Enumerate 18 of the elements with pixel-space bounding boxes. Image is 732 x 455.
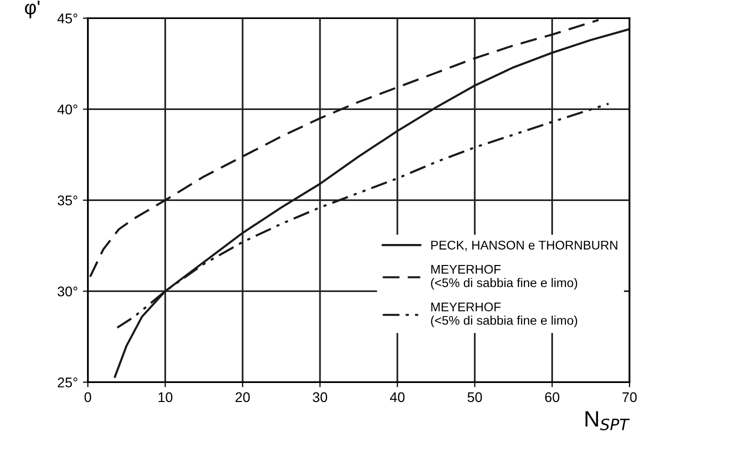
legend-label: PECK, HANSON e THORNBURN	[431, 240, 618, 252]
y-tick-label: 45°	[57, 14, 78, 24]
x-tick-label: 20	[236, 392, 250, 402]
x-tick-label: 40	[390, 392, 405, 402]
x-axis-title: N$_{SPT}$	[586, 411, 630, 430]
x-tick-label: 10	[158, 392, 172, 402]
y-axis-title: φ'	[24, 0, 40, 18]
y-tick-label: 40°	[57, 104, 78, 114]
y-tick-label: 35°	[58, 196, 78, 206]
y-tick-label: 25°	[58, 378, 78, 388]
x-tick-label: 50	[468, 392, 482, 402]
legend-label: MEYERHOF (<5% di sabbia fine e limo)	[431, 302, 578, 328]
x-tick-label: 30	[312, 392, 328, 402]
x-tick-label: 0	[84, 392, 92, 402]
x-tick-label: 70	[622, 392, 637, 402]
legend-label: MEYERHOF (<5% di sabbia fine e limo)	[431, 264, 578, 290]
x-tick-label: 60	[545, 392, 560, 402]
y-tick-label: 30°	[58, 286, 78, 296]
